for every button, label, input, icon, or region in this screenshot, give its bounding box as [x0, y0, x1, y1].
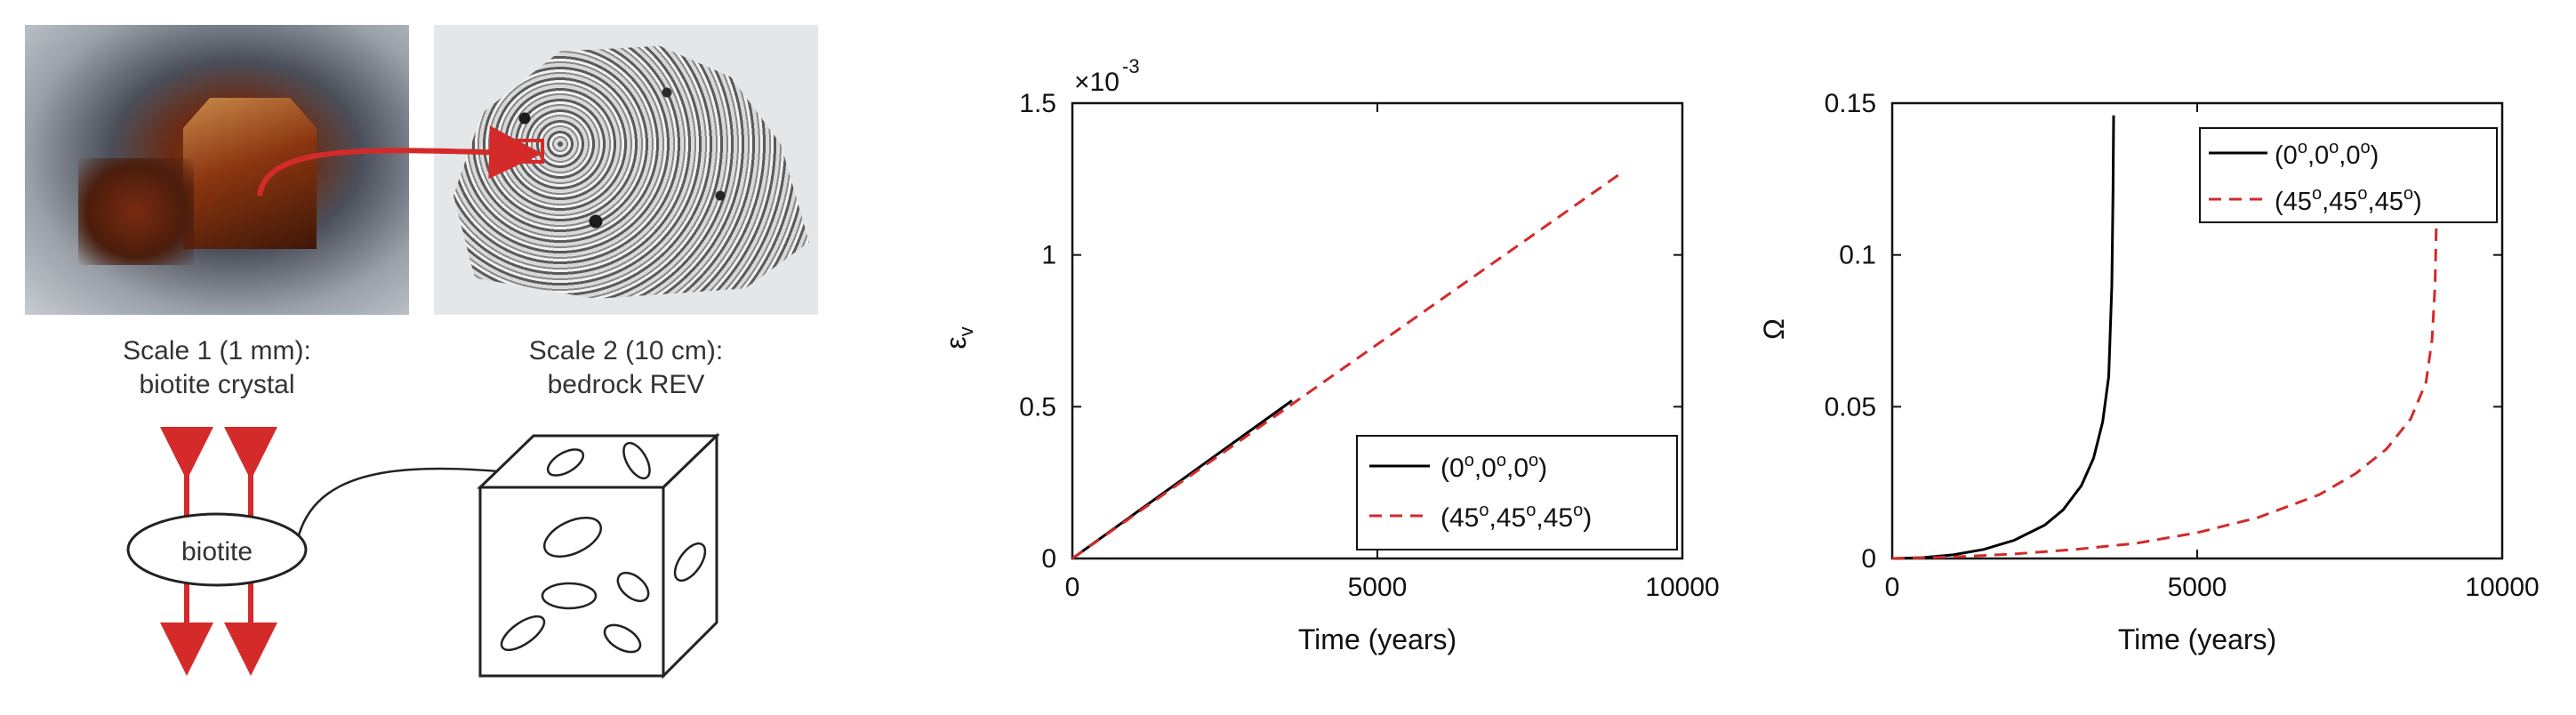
- scale1-caption-line2: biotite crystal: [139, 370, 295, 399]
- chart2-xlabel: Time (years): [2118, 623, 2276, 655]
- scale1-caption: Scale 1 (1 mm): biotite crystal: [25, 334, 409, 402]
- chart2-xtick-label-1: 5000: [2168, 573, 2227, 602]
- chart2-ytick-label-0: 0: [1861, 544, 1876, 574]
- chart2-xtick-label-2: 10000: [2465, 573, 2539, 602]
- chart2-legend: (0o,0o,0o) (45o,45o,45o): [2199, 127, 2498, 223]
- chart2-ytick-label-3: 0.15: [1825, 89, 1876, 118]
- illustration-diagram: biotite: [126, 125, 720, 679]
- chart1-series: [1071, 172, 1623, 560]
- chart1-xtick-label-0: 0: [1065, 573, 1080, 602]
- crystal-shape: [183, 98, 317, 249]
- scale2-caption-line1: Scale 2 (10 cm):: [528, 336, 724, 366]
- chart1-legend-label-1: (45o,45o,45o): [1440, 501, 1592, 533]
- chart1-series-line-0: [1071, 399, 1293, 560]
- chart2-ylabel: Ω: [1758, 318, 1790, 340]
- chart1-legend-label-0: (0o,0o,0o): [1440, 451, 1547, 483]
- scale2-caption: Scale 2 (10 cm): bedrock REV: [434, 334, 818, 402]
- chart1-ytick-label-1: 0.5: [1019, 392, 1056, 422]
- crystal-shadow: [78, 158, 194, 265]
- chart2-legend-label-1: (45o,45o,45o): [2275, 184, 2422, 216]
- chart2-series-line-1: [1891, 224, 2438, 560]
- scale1-caption-line1: Scale 1 (1 mm):: [123, 336, 311, 366]
- chart1-xlabel: Time (years): [1298, 623, 1457, 655]
- scale2-caption-line2: bedrock REV: [547, 370, 705, 399]
- chart2-ytick-label-1: 0.05: [1825, 392, 1876, 422]
- chart1-ylabel-subscript: v: [955, 326, 977, 336]
- chart-damage: 0 5000 10000 0 0.05 0.1 0.15 Ω Time (years) (0…: [1758, 89, 2540, 655]
- chart-strain: 0 5000 10000 0 0.5 1 1.5 ×10 -3 εv Time (years…: [940, 55, 1720, 655]
- connector-arrow: [297, 469, 537, 536]
- chart1-ytick-label-0: 0: [1041, 544, 1056, 574]
- cube-inclusions: [500, 441, 707, 654]
- chart2-ticks: 0 5000 10000 0 0.05 0.1 0.15: [1825, 89, 2540, 602]
- chart1-legend: (0o,0o,0o) (45o,45o,45o): [1356, 435, 1678, 550]
- chart1-y-exponent-power: -3: [1122, 55, 1140, 77]
- biotite-crystal-photo: [25, 25, 409, 315]
- zoom-arrow: [257, 125, 542, 197]
- chart2-series: [1891, 115, 2438, 560]
- chart1-ylabel: εv: [940, 326, 977, 349]
- biotite-label: biotite: [181, 537, 253, 566]
- chart1-ytick-label-2: 1: [1041, 241, 1056, 270]
- chart1-xtick-label-1: 5000: [1348, 573, 1408, 602]
- chart2-series-line-0: [1891, 115, 2115, 560]
- rev-cube: [477, 432, 720, 679]
- biotite-ellipse: [126, 512, 308, 587]
- chart1-ticks: 0 5000 10000 0 0.5 1 1.5: [1019, 89, 1719, 602]
- chart1-xtick-label-2: 10000: [1645, 573, 1719, 602]
- zoom-box: [518, 139, 544, 164]
- chart1-ytick-label-3: 1.5: [1019, 89, 1056, 118]
- chart1-y-exponent-base: ×10: [1074, 68, 1119, 97]
- chart1-series-line-1: [1071, 172, 1623, 560]
- chart2-xtick-label-0: 0: [1885, 573, 1900, 602]
- chart2-ytick-label-2: 0.1: [1839, 241, 1876, 270]
- chart1-ylabel-symbol: ε: [940, 336, 972, 349]
